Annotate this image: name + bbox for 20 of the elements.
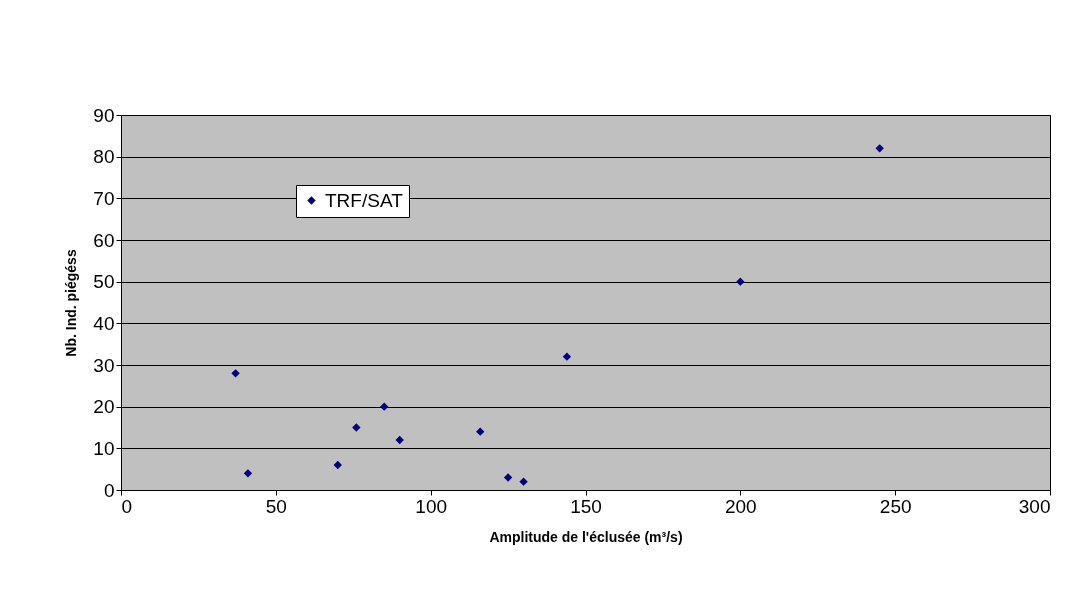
y-tick-label: 10: [93, 437, 115, 459]
x-axis-title: Amplitude de l'éclusée (m³/s): [489, 528, 683, 545]
x-tick-label: 50: [265, 495, 287, 517]
legend-label: TRF/SAT: [325, 189, 404, 211]
y-tick-label: 70: [93, 187, 115, 209]
y-tick-label: 80: [93, 146, 115, 168]
x-tick-label: 0: [121, 495, 133, 517]
y-tick-label: 40: [93, 312, 115, 334]
y-tick-label: 60: [93, 229, 115, 251]
y-axis-title: Nb. Ind. piégéss: [63, 249, 80, 357]
y-tick-label: 30: [93, 354, 115, 376]
x-tick-label: 300: [1018, 495, 1051, 517]
x-tick-label: 250: [879, 495, 912, 517]
x-tick-label: 200: [724, 495, 757, 517]
y-tick-label: 0: [103, 479, 115, 501]
y-tick-label: 90: [93, 104, 115, 126]
y-tick-label: 50: [93, 271, 115, 293]
y-tick-label: 20: [93, 396, 115, 418]
x-tick-label: 150: [570, 495, 602, 517]
x-tick-label: 100: [415, 495, 448, 517]
